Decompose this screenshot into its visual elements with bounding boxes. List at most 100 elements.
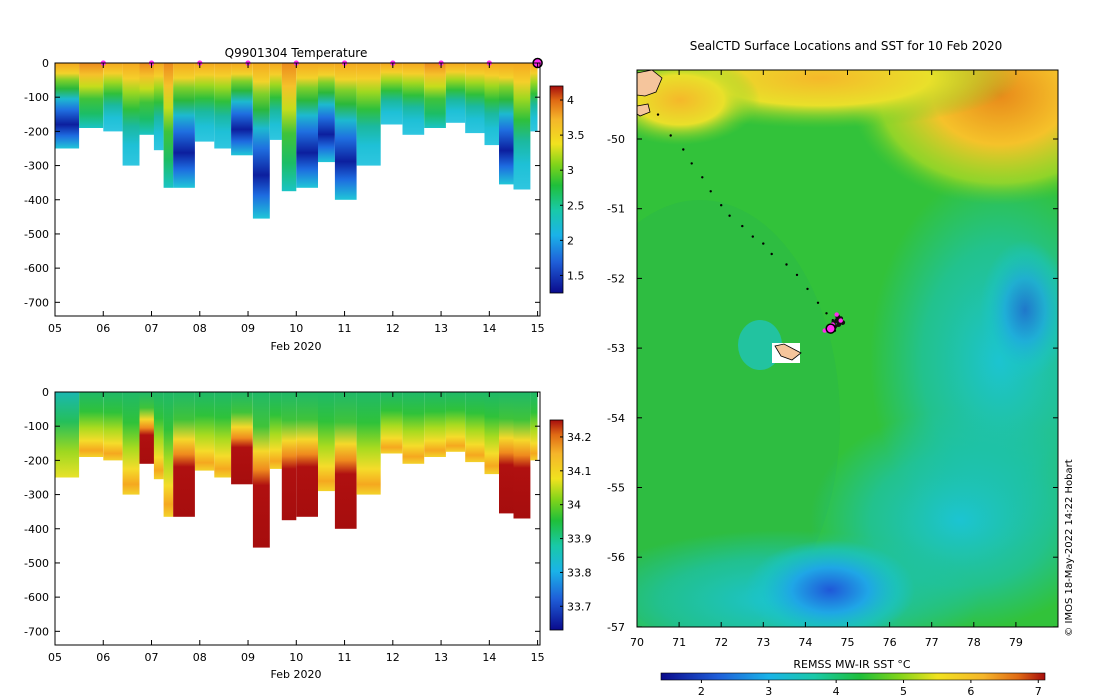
temperature-profile-column <box>231 63 253 156</box>
temperature-x-tick-label: 08 <box>193 322 207 335</box>
temperature-x-tick-label: 07 <box>145 322 159 335</box>
salinity-profile-column <box>139 392 154 464</box>
temperature-colorbar-tick-label: 3 <box>567 164 574 177</box>
sst-cyan-patch <box>738 320 782 370</box>
salinity-x-tick-label: 13 <box>434 651 448 664</box>
salinity-section: 0 -100 -200 -300 -400 -500 -600 -700 05 06 07 08 09… <box>24 386 591 681</box>
salinity-x-tick-label: 05 <box>48 651 62 664</box>
salinity-profile-column <box>465 392 485 463</box>
temperature-section: Q9901304 Temperature 0 -100 -200 -300 -400 -5… <box>24 46 584 353</box>
sst-colorbar-label: REMSS MW-IR SST °C <box>793 658 911 671</box>
salinity-profile-column <box>269 392 282 469</box>
temperature-profile-column <box>269 63 282 140</box>
temperature-x-tick-label: 14 <box>482 322 496 335</box>
salinity-x-axis: 05 06 07 08 09 10 11 12 13 14 15 <box>48 392 545 664</box>
sst-field <box>637 70 1058 627</box>
map-lat-tick-label: -54 <box>607 412 625 425</box>
sst-colorbar-tick-label: 2 <box>698 685 705 698</box>
salinity-profile-column <box>424 392 446 457</box>
track-fix-marker <box>838 318 843 323</box>
salinity-profile-column <box>79 392 104 457</box>
salinity-x-tick-label: 10 <box>289 651 303 664</box>
salinity-x-tick-label: 07 <box>145 651 159 664</box>
salinity-profile-column <box>356 392 381 495</box>
temperature-profile-column <box>79 63 104 128</box>
temperature-profile-column <box>139 63 154 135</box>
salinity-x-tick-label: 14 <box>482 651 496 664</box>
map-lon-tick-label: 79 <box>1009 636 1023 649</box>
temperature-profile-column <box>499 63 514 185</box>
temperature-profile-column <box>530 63 538 132</box>
salinity-profile-column <box>195 392 215 471</box>
temperature-x-tick-label: 06 <box>96 322 110 335</box>
salinity-profile-column <box>296 392 318 517</box>
track-point <box>709 190 712 193</box>
credit-text: © IMOS 18-May-2022 14:22 Hobart <box>1064 459 1075 636</box>
track-point <box>751 235 754 238</box>
salinity-profile-column <box>530 392 538 461</box>
salinity-y-tick-label: -500 <box>24 557 49 570</box>
temperature-profile-column <box>103 63 123 132</box>
temperature-y-tick-label: 0 <box>42 57 49 70</box>
salinity-y-tick-label: -600 <box>24 591 49 604</box>
temperature-colorbar-tick-label: 2.5 <box>567 199 585 212</box>
salinity-profile-column <box>513 392 531 519</box>
sst-colorbar-tick-label: 3 <box>765 685 772 698</box>
sst-colorbar <box>660 672 1046 681</box>
salinity-profile-column <box>103 392 123 461</box>
sst-colorbar-ticks: 2 3 4 5 6 7 <box>698 680 1042 698</box>
salinity-profile-column <box>334 392 357 529</box>
temperature-x-axis: 05 06 07 08 09 10 11 12 13 14 15 <box>48 63 545 335</box>
salinity-x-tick-label: 06 <box>96 651 110 664</box>
temperature-colorbar-tick-label: 2 <box>567 234 574 247</box>
salinity-profile-column <box>214 392 232 478</box>
salinity-profile-column <box>318 392 335 492</box>
temperature-profile-column <box>252 63 270 219</box>
track-point <box>720 204 723 207</box>
salinity-profile-column <box>153 392 164 480</box>
salinity-colorbar-tick-label: 34.2 <box>567 431 592 444</box>
temperature-x-tick-label: 13 <box>434 322 448 335</box>
temperature-profile-column <box>153 63 164 151</box>
track-point <box>669 134 672 137</box>
salinity-x-tick-label: 12 <box>386 651 400 664</box>
temperature-profile-column <box>214 63 232 149</box>
current-position-marker <box>825 323 836 334</box>
temperature-profile-column <box>484 63 499 146</box>
temperature-colorbar-ticks: 1.5 2 2.5 3 3.5 4 <box>560 94 585 282</box>
map-lon-tick-label: 72 <box>714 636 728 649</box>
temperature-y-tick-label: -400 <box>24 194 49 207</box>
map-lat-tick-label: -53 <box>607 342 625 355</box>
salinity-profile-column <box>55 392 80 478</box>
salinity-plot-frame <box>54 391 541 646</box>
temperature-y-tick-label: -600 <box>24 262 49 275</box>
map-lon-tick-label: 73 <box>756 636 770 649</box>
temperature-y-tick-label: -500 <box>24 228 49 241</box>
kerguelen-island-fragment <box>637 103 651 117</box>
track-point <box>785 263 788 266</box>
sst-colorbar-tick-label: 4 <box>833 685 840 698</box>
map-lon-tick-label: 76 <box>883 636 897 649</box>
temperature-profile-column <box>173 63 195 188</box>
salinity-profile-column <box>163 392 174 517</box>
salinity-colorbar-tick-label: 33.8 <box>567 566 592 579</box>
map-lat-tick-label: -56 <box>607 551 625 564</box>
temperature-profile-column <box>380 63 403 125</box>
sst-warm-northwest <box>637 70 760 145</box>
salinity-profile-column <box>402 392 425 464</box>
temperature-profile-column <box>195 63 215 142</box>
temperature-y-tick-label: -200 <box>24 125 49 138</box>
map-lon-tick-label: 77 <box>925 636 939 649</box>
map-lon-tick-label: 71 <box>672 636 686 649</box>
temperature-colorbar <box>549 85 564 294</box>
map-lat-tick-label: -55 <box>607 482 625 495</box>
track-point <box>656 113 660 116</box>
heard-island-shape <box>774 343 802 361</box>
salinity-colorbar-ticks: 33.7 33.8 33.9 34 34.1 34.2 <box>560 431 592 613</box>
temperature-profile-column <box>55 63 80 149</box>
temperature-colorbar-tick-label: 3.5 <box>567 129 585 142</box>
salinity-y-tick-label: 0 <box>42 386 49 399</box>
salinity-profile-column <box>231 392 253 485</box>
temperature-colorbar-tick-label: 1.5 <box>567 269 585 282</box>
seal-track <box>656 113 846 334</box>
